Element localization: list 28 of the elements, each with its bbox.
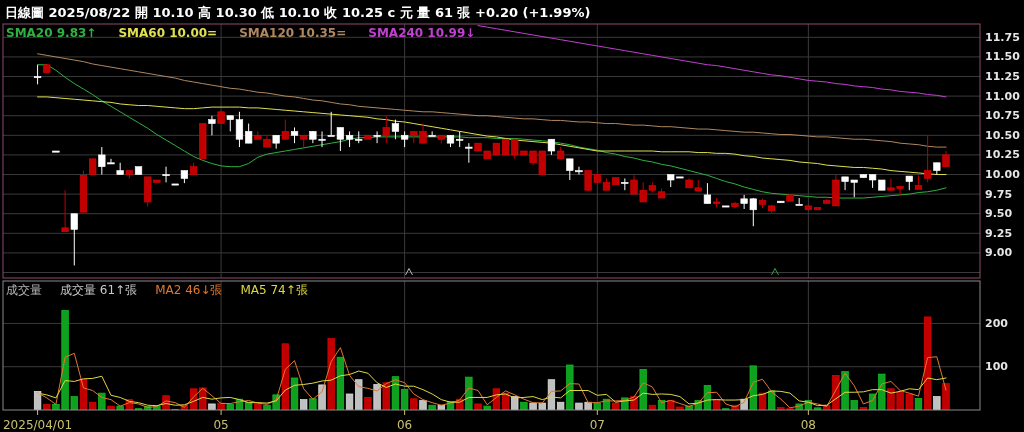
y-tick-label: 11.25 [985, 70, 1020, 84]
text: SMA20 9.83↑ [6, 26, 97, 40]
y-tick-label: 11.50 [985, 50, 1021, 64]
y-tick-label: 9.75 [985, 187, 1013, 201]
y-tick-label: 9.00 [985, 246, 1013, 260]
series-label: SMA240 10.99↓ [368, 26, 476, 40]
text: MA2 46↓張 [155, 283, 223, 297]
text: SMA120 10.35= [239, 26, 347, 40]
y-tick-label: 9.50 [985, 207, 1013, 221]
y-tick-label: 10.25 [985, 148, 1020, 162]
x-tick-label: 2025/04/01 [3, 418, 73, 432]
chart-title: 成交量 [6, 283, 42, 297]
x-tick-label: 06 [396, 418, 413, 432]
y-tick-label: 11.00 [985, 89, 1021, 103]
y-tick-label: 9.25 [985, 226, 1013, 240]
y-tick-label: 100 [985, 360, 1009, 374]
x-tick-label: 07 [589, 418, 605, 432]
x-tick-label: 08 [800, 418, 816, 432]
text: MA5 74↑張 [240, 283, 308, 297]
series-label: 成交量 61↑張 [60, 283, 138, 297]
y-tick-label: 11.75 [985, 30, 1020, 44]
y-tick-label: 10.50 [985, 128, 1021, 142]
chart-title: 日線圖 2025/08/22 開 10.10 高 10.30 低 10.10 收 10.25 c 元 量 61 張 +0.20 (+1.99%) [5, 5, 591, 20]
y-tick-label: 10.75 [985, 109, 1020, 123]
y-tick-label: 200 [985, 316, 1009, 330]
text: SMA60 10.00= [118, 26, 218, 40]
y-tick-label: 10.00 [985, 168, 1021, 182]
x-tick-label: 05 [213, 418, 229, 432]
